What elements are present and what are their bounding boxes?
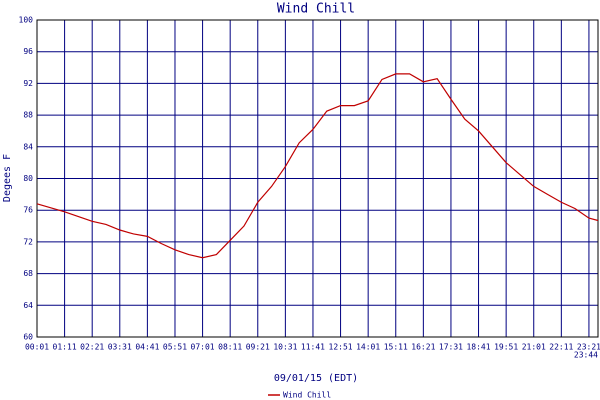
x-tick-label: 04:41 (135, 343, 159, 352)
x-tick-label: 08:11 (218, 343, 242, 352)
x-tick-label: 05:51 (163, 343, 187, 352)
x-tick-label: 02:21 (80, 343, 104, 352)
y-tick-label: 76 (23, 206, 33, 215)
x-tick-label: 16:21 (411, 343, 435, 352)
legend-label: Wind Chill (283, 391, 331, 400)
y-tick-label: 84 (23, 142, 33, 151)
x-tick-label: 10:31 (273, 343, 297, 352)
x-tick-label: 07:01 (191, 343, 215, 352)
x-tick-label: 01:11 (53, 343, 77, 352)
x-tick-label: 03:31 (108, 343, 132, 352)
x-tick-label: 12:51 (329, 343, 353, 352)
y-tick-label: 60 (23, 333, 33, 342)
y-tick-label: 64 (23, 301, 33, 310)
chart-title: Wind Chill (277, 2, 355, 17)
y-tick-label: 92 (23, 79, 33, 88)
x-axis-label: 09/01/15 (EDT) (274, 373, 358, 384)
x-tick-label: 22:11 (549, 343, 573, 352)
y-tick-label: 96 (23, 47, 33, 56)
y-tick-label: 68 (23, 269, 33, 278)
x-tick-label: 23:21 (577, 343, 600, 352)
y-tick-label: 88 (23, 111, 33, 120)
y-axis-label: Degees F (2, 154, 13, 202)
x-tick-label: 17:31 (439, 343, 463, 352)
x-tick-label: 21:01 (522, 343, 546, 352)
y-tick-label: 80 (23, 174, 33, 183)
x-tick-label: 19:51 (494, 343, 518, 352)
y-tick-label: 100 (19, 16, 34, 25)
x-tick-label: 15:11 (384, 343, 408, 352)
x-tick-label: 09:21 (246, 343, 270, 352)
x-tick-label: 14:01 (356, 343, 380, 352)
y-tick-label: 72 (23, 237, 33, 246)
x-tick-label: 00:01 (25, 343, 49, 352)
x-tick-label: 11:41 (301, 343, 325, 352)
data-line (36, 73, 599, 259)
x-tick-label: 23:44 (574, 351, 598, 360)
plot-border (36, 19, 599, 338)
x-tick-label: 18:41 (466, 343, 490, 352)
